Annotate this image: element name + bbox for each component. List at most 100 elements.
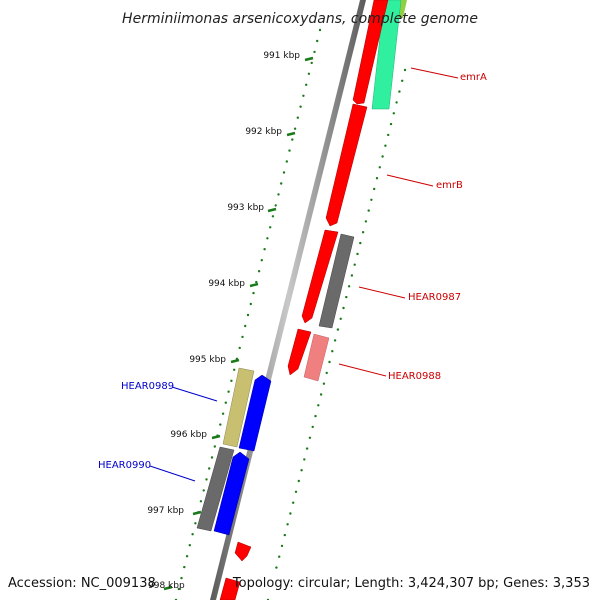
tick-dot (289, 512, 292, 515)
gene-label-emrB[interactable]: emrB (436, 180, 463, 191)
tick-dot (373, 187, 376, 191)
tick-dot (283, 533, 286, 537)
gene-label-hear0989[interactable]: HEAR0989 (121, 381, 174, 392)
tick-dot (322, 382, 326, 385)
tick-dot (318, 28, 322, 32)
gene-hear0990-blue (213, 451, 250, 536)
tick-mark-996 (211, 434, 221, 440)
callout-emrB (386, 174, 434, 187)
tick-dot (233, 368, 236, 371)
tick-dot (177, 587, 180, 591)
tick-label-995: 995 kbp (189, 355, 226, 365)
tick-label-998: 998 kbp (148, 581, 185, 591)
tick-label-994: 994 kbp (208, 279, 245, 289)
tick-dot (356, 252, 359, 256)
tick-dot (230, 379, 233, 382)
gene-label-hear0987[interactable]: HEAR0987 (408, 292, 461, 303)
tick-marks (163, 56, 314, 591)
tick-dot (359, 241, 362, 245)
tick-dot (328, 360, 331, 364)
gene-red-small (287, 328, 312, 376)
tick-dot (367, 209, 370, 212)
tick-label-993: 993 kbp (227, 203, 264, 213)
gene-emrA (352, 0, 389, 105)
tick-dot (238, 346, 241, 350)
tick-dot (285, 160, 288, 163)
tick-dot (392, 112, 395, 115)
tick-dot (246, 313, 250, 317)
footer-summary-bg (258, 572, 596, 592)
gene-red-bottom (219, 577, 241, 600)
tick-dot (305, 447, 309, 450)
tick-dot (378, 166, 381, 169)
tick-label-997: 997 kbp (147, 506, 184, 516)
tick-dot (286, 523, 289, 526)
tick-dot (319, 393, 323, 396)
tick-dot (389, 122, 393, 126)
tick-dot (381, 155, 384, 158)
tick-dot (401, 79, 404, 83)
tick-dot (183, 565, 186, 569)
tick-mark-993 (267, 207, 277, 213)
tick-dot (221, 412, 225, 415)
gene-label-hear0988[interactable]: HEAR0988 (388, 371, 441, 382)
callout-hear0990 (149, 465, 196, 482)
footer-accession-bg (4, 572, 146, 592)
tick-mark-998 (163, 585, 173, 591)
tick-dot (277, 193, 280, 196)
tick-label-992: 992 kbp (245, 127, 282, 137)
tick-dot (345, 295, 348, 299)
tick-dot (316, 39, 319, 43)
tick-dot (336, 328, 340, 331)
callout-lines (149, 67, 459, 482)
forward-genes (219, 0, 407, 600)
map-title: Herminiimonas arsenicoxydans, complete g… (122, 11, 478, 27)
tick-dot (252, 291, 255, 295)
tick-dot (210, 456, 214, 459)
tick-dot (300, 469, 303, 472)
tick-dot (339, 317, 342, 320)
tick-dot (241, 335, 244, 339)
callout-hear0988 (338, 363, 387, 377)
tick-dot (333, 339, 337, 342)
tick-dot (375, 177, 379, 180)
tick-dot (260, 259, 263, 262)
tick-dot (180, 576, 183, 580)
tick-dot (302, 94, 305, 98)
tick-dot (364, 220, 368, 223)
tick-dot (274, 204, 277, 207)
tick-dot (205, 478, 208, 481)
gene-label-emrA[interactable]: emrA (460, 72, 487, 83)
tick-dot (294, 490, 298, 493)
callout-hear0989 (171, 386, 218, 402)
tick-dot (342, 306, 345, 310)
tick-dot (297, 479, 300, 483)
gene-hear0987-red (301, 229, 339, 324)
tick-dot (292, 501, 295, 504)
tick-dot (350, 274, 354, 277)
reverse-genes (196, 367, 272, 536)
tick-dot (280, 544, 284, 548)
tick-dot (361, 231, 365, 234)
tick-dot (305, 83, 308, 87)
tick-dot (296, 116, 299, 119)
tick-dot (257, 270, 261, 273)
tick-dot (325, 371, 328, 375)
tick-mark-991 (304, 56, 314, 62)
tick-dot (311, 425, 314, 429)
gene-hear0990-gray (196, 446, 235, 532)
gene-label-hear0990[interactable]: HEAR0990 (98, 460, 151, 471)
tick-dots-right (266, 68, 407, 600)
callout-emrA (410, 67, 459, 79)
tick-dot (208, 467, 211, 470)
tick-mark-997 (192, 510, 202, 516)
tick-dot (293, 127, 297, 130)
tick-dot (403, 68, 407, 72)
tick-dot (227, 390, 230, 393)
tick-dot (266, 237, 269, 240)
tick-dot (275, 566, 278, 569)
tick-dot (317, 404, 320, 407)
tick-dot (282, 171, 286, 174)
summary-text: Topology: circular; Length: 3,424,307 bp… (232, 576, 590, 591)
tick-dot (307, 72, 311, 76)
